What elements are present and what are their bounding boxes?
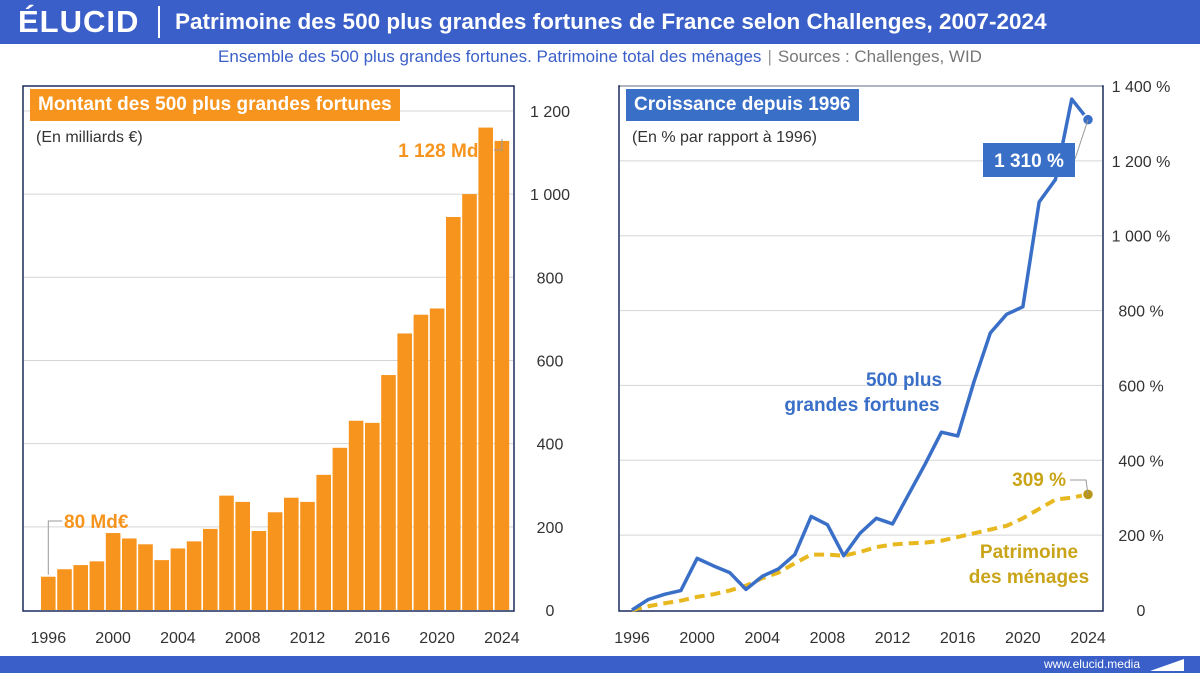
bar-2014: [332, 447, 348, 610]
charts-svg: 0 200 400 600 800 1 000 1 200 1996 2000 2004 2008 2…: [22, 79, 1171, 647]
left-x-tick-label: 2004: [160, 630, 196, 647]
left-panel-title: Montant des 500 plus grandes fortunes: [30, 89, 400, 121]
right-panel-subtitle: (En % par rapport à 1996): [632, 129, 817, 146]
bar-2022: [462, 194, 477, 610]
left-panel-subtitle: (En milliards €): [36, 129, 143, 146]
bar-2011: [284, 497, 299, 610]
right-x-tick-label: 2016: [940, 630, 976, 647]
left-x-tick-label: 1996: [31, 630, 67, 647]
right-y-tick-label: 800 %: [1118, 304, 1163, 321]
chart-subtitle: Ensemble des 500 plus grandes fortunes. …: [218, 47, 762, 66]
footer-bar: www.elucid.media: [0, 656, 1200, 673]
bar-2024: [494, 140, 510, 610]
left-y-tick-label: 1 200: [530, 104, 570, 121]
right-y-tick-label: 1 400 %: [1112, 79, 1171, 96]
line-patrimoine-menages: [631, 492, 1089, 612]
bar-2015: [348, 420, 364, 610]
left-y-tick-label: 0: [546, 603, 555, 620]
bar-2021: [446, 217, 461, 610]
right-y-tick-label: 1 200 %: [1112, 154, 1171, 171]
bar-2006: [203, 528, 218, 610]
left-annotation-last: 1 128 Md€: [398, 141, 489, 162]
page-title: Patrimoine des 500 plus grandes fortunes…: [175, 9, 1047, 34]
bar-2007: [219, 495, 234, 610]
chart-area: 0 200 400 600 800 1 000 1 200 1996 2000 2004 2008 2…: [0, 74, 1200, 656]
left-y-tick-label: 800: [537, 270, 564, 287]
bar-2002: [138, 544, 153, 610]
elucid-mark-icon: [1150, 659, 1184, 671]
left-panel-frame: [22, 85, 515, 612]
series-label-500-fortunes-line2: grandes fortunes: [784, 395, 939, 416]
bar-2020: [429, 308, 445, 610]
bar-2003: [154, 560, 169, 610]
logo-separator: [158, 6, 160, 38]
bar-2008: [235, 501, 250, 610]
right-y-tick-label: 200 %: [1118, 528, 1163, 545]
header-bar: ÉLUCID Patrimoine des 500 plus grandes f…: [0, 0, 1200, 44]
series-label-patrimoine-line2: des ménages: [969, 567, 1089, 588]
right-y-tick-label: 600 %: [1118, 378, 1163, 395]
line-500-fortunes: [631, 97, 1090, 612]
left-y-tick-label: 1 000: [530, 187, 570, 204]
bar-2009: [251, 530, 267, 610]
left-annotation-leader-first: [47, 520, 63, 575]
right-x-tick-label: 2024: [1070, 630, 1106, 647]
left-y-tick-label: 400: [537, 437, 564, 454]
left-x-tick-label: 2000: [95, 630, 131, 647]
right-x-tick-label: 2008: [810, 630, 846, 647]
right-x-tick-label: 2020: [1005, 630, 1041, 647]
series-label-patrimoine-line1: Patrimoine: [980, 542, 1078, 563]
left-x-tick-label: 2020: [419, 630, 455, 647]
left-x-tick-label: 2024: [484, 630, 520, 647]
footer-url: www.elucid.media: [1043, 657, 1140, 671]
left-x-tick-label: 2008: [225, 630, 261, 647]
left-x-tick-label: 2012: [290, 630, 326, 647]
series-label-500-fortunes-line1: 500 plus: [866, 370, 942, 391]
right-y-tick-label: 1 000 %: [1112, 229, 1171, 246]
right-x-tick-label: 2000: [679, 630, 715, 647]
right-annotation-leader-blue: [1074, 119, 1089, 160]
bar-2013: [316, 474, 331, 610]
right-annotation-leader-gold: [1070, 479, 1089, 495]
left-annotation-leader-last: [493, 138, 503, 151]
end-label-box-500-fortunes: [983, 143, 1075, 177]
bar-2019: [413, 314, 429, 610]
subtitle-bar: Ensemble des 500 plus grandes fortunes. …: [0, 44, 1200, 74]
right-x-tick-label: 2012: [875, 630, 911, 647]
left-annotation-first: 80 Md€: [64, 512, 129, 533]
bar-1997: [57, 569, 72, 610]
right-x-tick-label: 1996: [614, 630, 650, 647]
bar-2010: [267, 512, 283, 610]
bar-2001: [122, 538, 137, 610]
bar-2016: [365, 422, 380, 610]
right-panel-title: Croissance depuis 1996: [626, 89, 859, 121]
bar-2004: [170, 548, 186, 610]
subtitle-separator: |: [767, 47, 772, 66]
bar-1998: [73, 565, 88, 610]
bar-1999: [89, 561, 105, 610]
right-y-tick-label: 400 %: [1118, 453, 1163, 470]
elucid-logo: ÉLUCID: [18, 4, 140, 39]
left-y-tick-label: 600: [537, 353, 564, 370]
right-x-tick-label: 2004: [744, 630, 780, 647]
bar-1996: [41, 576, 56, 610]
bar-2000: [105, 533, 121, 610]
left-y-tick-label: 200: [537, 520, 564, 537]
sources-text: Sources : Challenges, WID: [777, 47, 982, 66]
right-y-tick-label: 0: [1137, 603, 1146, 620]
bar-2005: [186, 541, 202, 610]
bar-2023: [478, 127, 493, 610]
bar-2017: [381, 375, 396, 610]
end-label-patrimoine-menages: 309 %: [1012, 470, 1066, 491]
end-label-500-fortunes: 1 310 %: [994, 151, 1064, 172]
bar-2012: [300, 501, 315, 610]
left-x-tick-label: 2016: [355, 630, 391, 647]
bar-2018: [397, 333, 412, 610]
